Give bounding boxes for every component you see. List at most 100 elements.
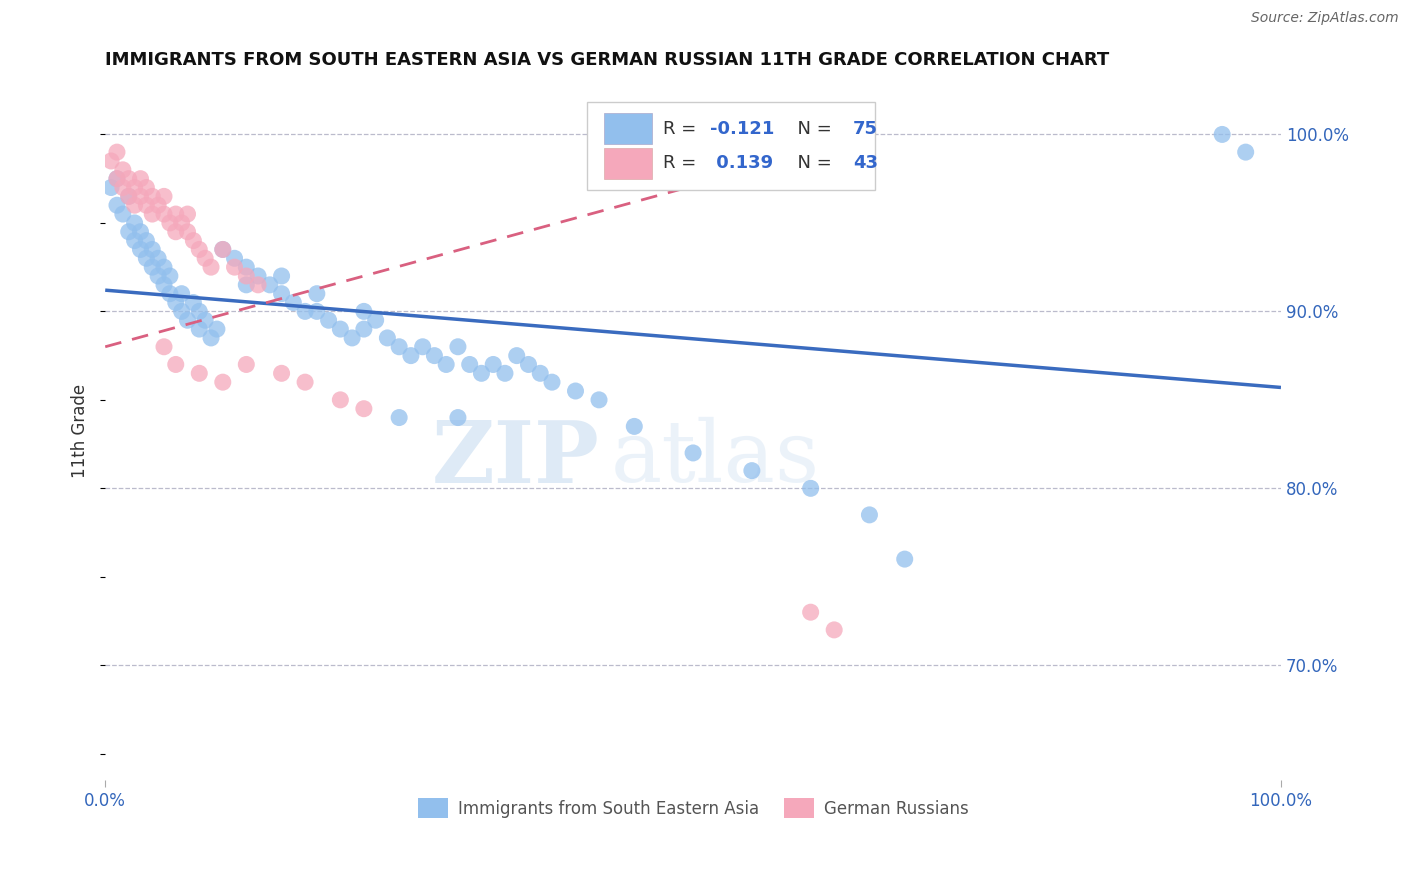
Point	[200, 331, 222, 345]
Point	[823, 623, 845, 637]
Point	[318, 313, 340, 327]
Point	[494, 367, 516, 381]
Point	[235, 268, 257, 283]
Point	[458, 358, 481, 372]
Text: N =: N =	[786, 154, 838, 172]
Point	[153, 207, 176, 221]
Point	[506, 349, 529, 363]
Point	[211, 243, 233, 257]
Point	[100, 180, 122, 194]
Point	[447, 340, 470, 354]
Point	[129, 243, 152, 257]
Point	[388, 410, 411, 425]
Point	[211, 375, 233, 389]
Point	[447, 410, 470, 425]
Point	[200, 260, 222, 274]
Point	[1211, 128, 1233, 142]
Text: N =: N =	[786, 120, 838, 138]
Point	[105, 171, 128, 186]
Text: atlas: atlas	[610, 417, 820, 500]
Text: R =: R =	[662, 154, 702, 172]
Point	[893, 552, 915, 566]
Point	[353, 401, 375, 416]
Point	[235, 358, 257, 372]
Point	[153, 277, 176, 292]
Text: 43: 43	[853, 154, 877, 172]
Point	[129, 171, 152, 186]
Point	[188, 304, 211, 318]
Point	[165, 207, 187, 221]
Point	[118, 189, 141, 203]
Point	[188, 322, 211, 336]
Text: 75: 75	[853, 120, 877, 138]
Point	[176, 313, 198, 327]
Point	[135, 234, 157, 248]
Text: 0.139: 0.139	[710, 154, 773, 172]
Point	[283, 295, 305, 310]
Point	[153, 189, 176, 203]
Point	[141, 243, 163, 257]
Point	[100, 153, 122, 168]
Point	[470, 367, 492, 381]
Point	[124, 180, 146, 194]
Point	[294, 304, 316, 318]
Point	[159, 216, 181, 230]
Point	[129, 225, 152, 239]
Point	[118, 189, 141, 203]
Point	[165, 225, 187, 239]
Point	[353, 304, 375, 318]
Text: IMMIGRANTS FROM SOUTH EASTERN ASIA VS GERMAN RUSSIAN 11TH GRADE CORRELATION CHAR: IMMIGRANTS FROM SOUTH EASTERN ASIA VS GE…	[105, 51, 1109, 69]
FancyBboxPatch shape	[603, 148, 652, 179]
FancyBboxPatch shape	[603, 113, 652, 145]
Point	[305, 304, 328, 318]
Point	[800, 605, 823, 619]
Point	[800, 481, 823, 495]
Point	[423, 349, 446, 363]
Point	[247, 277, 270, 292]
Point	[482, 358, 505, 372]
Point	[541, 375, 564, 389]
Point	[124, 234, 146, 248]
Point	[194, 313, 217, 327]
Point	[353, 322, 375, 336]
Point	[165, 295, 187, 310]
Point	[364, 313, 387, 327]
Point	[176, 207, 198, 221]
FancyBboxPatch shape	[588, 103, 876, 190]
Point	[105, 198, 128, 212]
Point	[153, 340, 176, 354]
Point	[105, 145, 128, 160]
Point	[135, 180, 157, 194]
Point	[111, 162, 134, 177]
Point	[124, 216, 146, 230]
Point	[329, 392, 352, 407]
Point	[146, 252, 169, 266]
Point	[270, 286, 292, 301]
Point	[340, 331, 363, 345]
Point	[399, 349, 422, 363]
Point	[183, 295, 205, 310]
Point	[682, 446, 704, 460]
Point	[118, 225, 141, 239]
Point	[270, 268, 292, 283]
Text: ZIP: ZIP	[432, 417, 599, 500]
Text: -0.121: -0.121	[710, 120, 773, 138]
Point	[141, 189, 163, 203]
Text: Source: ZipAtlas.com: Source: ZipAtlas.com	[1251, 11, 1399, 25]
Point	[294, 375, 316, 389]
Point	[270, 367, 292, 381]
Point	[183, 234, 205, 248]
Point	[170, 216, 193, 230]
Point	[741, 464, 763, 478]
Point	[388, 340, 411, 354]
Point	[224, 252, 246, 266]
Point	[124, 198, 146, 212]
Point	[564, 384, 586, 398]
Point	[141, 207, 163, 221]
Point	[153, 260, 176, 274]
Point	[434, 358, 457, 372]
Point	[205, 322, 228, 336]
Point	[105, 171, 128, 186]
Point	[858, 508, 880, 522]
Point	[377, 331, 399, 345]
